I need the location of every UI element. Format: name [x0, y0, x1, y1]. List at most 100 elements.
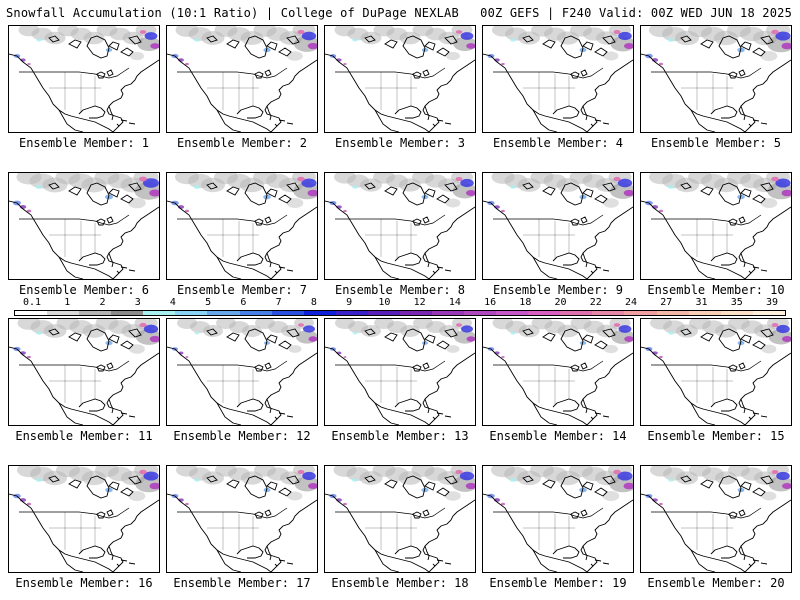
colorbar-swatch — [303, 311, 336, 315]
north-america-map — [483, 466, 633, 572]
colorbar-tick-label: 16 — [484, 297, 497, 308]
ensemble-member-map — [324, 25, 476, 133]
colorbar-tick-label: 5 — [205, 297, 212, 308]
north-america-map — [325, 173, 475, 279]
ensemble-member-map — [166, 172, 318, 280]
colorbar-swatch — [560, 311, 593, 315]
ensemble-member-map — [640, 25, 792, 133]
north-america-map — [483, 319, 633, 425]
colorbar-swatch — [239, 311, 272, 315]
ensemble-member-label: Ensemble Member: 5 — [650, 136, 782, 150]
ensemble-member-label: Ensemble Member: 20 — [647, 576, 785, 590]
colorbar-tick-label: 14 — [448, 297, 461, 308]
colorbar-tick-label: 2 — [99, 297, 106, 308]
north-america-map — [325, 319, 475, 425]
north-america-map — [167, 26, 317, 132]
ensemble-member-label: Ensemble Member: 15 — [647, 429, 785, 443]
colorbar-tick-label: 1 — [64, 297, 71, 308]
colorbar-swatch — [528, 311, 561, 315]
ensemble-member-label: Ensemble Member: 18 — [331, 576, 469, 590]
colorbar-swatch — [464, 311, 497, 315]
north-america-map — [483, 173, 633, 279]
ensemble-member-label: Ensemble Member: 8 — [334, 283, 466, 297]
colorbar-swatch — [271, 311, 304, 315]
colorbar-swatch — [720, 311, 753, 315]
colorbar-tick-label: 12 — [413, 297, 426, 308]
ensemble-member-label: Ensemble Member: 19 — [489, 576, 627, 590]
ensemble-member-label: Ensemble Member: 2 — [176, 136, 308, 150]
colorbar-swatch — [432, 311, 465, 315]
colorbar-swatch — [496, 311, 529, 315]
colorbar-swatch — [367, 311, 400, 315]
ensemble-member-map — [8, 465, 160, 573]
ensemble-member-map — [482, 172, 634, 280]
ensemble-member-label: Ensemble Member: 7 — [176, 283, 308, 297]
north-america-map — [483, 26, 633, 132]
colorbar — [14, 310, 786, 316]
colorbar-tick-label: 8 — [310, 297, 317, 308]
ensemble-member-label: Ensemble Member: 10 — [647, 283, 785, 297]
ensemble-member-label: Ensemble Member: 4 — [492, 136, 624, 150]
ensemble-member-map — [640, 172, 792, 280]
ensemble-member-label: Ensemble Member: 16 — [15, 576, 153, 590]
ensemble-member-map — [8, 25, 160, 133]
colorbar-swatch — [47, 311, 80, 315]
north-america-map — [641, 466, 791, 572]
ensemble-member-label: Ensemble Member: 13 — [331, 429, 469, 443]
north-america-map — [9, 26, 159, 132]
colorbar-tick-label: 7 — [275, 297, 282, 308]
colorbar-tick-label: 10 — [378, 297, 391, 308]
colorbar-tick-label: 35 — [730, 297, 743, 308]
colorbar-tick-label: 9 — [346, 297, 353, 308]
colorbar-tick-label: 31 — [695, 297, 708, 308]
colorbar-swatch — [752, 311, 785, 315]
colorbar-swatch — [656, 311, 689, 315]
ensemble-member-label: Ensemble Member: 17 — [173, 576, 311, 590]
colorbar-swatch — [592, 311, 625, 315]
colorbar-tick-label: 18 — [519, 297, 532, 308]
ensemble-member-map — [8, 172, 160, 280]
colorbar-tick-label: 4 — [169, 297, 176, 308]
north-america-map — [325, 466, 475, 572]
colorbar-tick-label: 0.1 — [22, 297, 42, 308]
map-title: Snowfall Accumulation (10:1 Ratio) | Col… — [6, 6, 459, 20]
colorbar-swatch — [175, 311, 208, 315]
colorbar-swatch — [624, 311, 657, 315]
colorbar-swatch — [111, 311, 144, 315]
colorbar-swatch — [335, 311, 368, 315]
north-america-map — [9, 466, 159, 572]
colorbar-swatch — [79, 311, 112, 315]
north-america-map — [167, 173, 317, 279]
north-america-map — [9, 173, 159, 279]
ensemble-member-label: Ensemble Member: 3 — [334, 136, 466, 150]
colorbar-tick-label: 24 — [625, 297, 638, 308]
colorbar-tick-label: 27 — [660, 297, 673, 308]
colorbar-swatch — [143, 311, 176, 315]
colorbar-swatch — [15, 311, 48, 315]
north-america-map — [9, 319, 159, 425]
ensemble-member-label: Ensemble Member: 6 — [18, 283, 150, 297]
colorbar-tick-label: 3 — [134, 297, 141, 308]
colorbar-tick-label: 39 — [765, 297, 779, 308]
colorbar-labels: 0.1 1 2 3 4 5 6 7 8 9 10 12 14 16 18 20 22 24 27 31 35 39 — [14, 297, 786, 309]
ensemble-member-map — [640, 318, 792, 426]
ensemble-member-label: Ensemble Member: 11 — [15, 429, 153, 443]
colorbar-tick-label: 20 — [554, 297, 567, 308]
north-america-map — [641, 26, 791, 132]
ensemble-member-map — [166, 465, 318, 573]
north-america-map — [325, 26, 475, 132]
colorbar-swatch — [207, 311, 240, 315]
ensemble-member-map — [324, 172, 476, 280]
north-america-map — [641, 173, 791, 279]
ensemble-member-label: Ensemble Member: 1 — [18, 136, 150, 150]
ensemble-member-map — [482, 465, 634, 573]
ensemble-member-map — [640, 465, 792, 573]
ensemble-member-label: Ensemble Member: 12 — [173, 429, 311, 443]
ensemble-member-map — [166, 25, 318, 133]
ensemble-member-map — [482, 318, 634, 426]
ensemble-member-label: Ensemble Member: 14 — [489, 429, 627, 443]
colorbar-swatch — [688, 311, 721, 315]
ensemble-member-map — [166, 318, 318, 426]
ensemble-member-map — [324, 465, 476, 573]
colorbar-tick-label: 6 — [240, 297, 247, 308]
